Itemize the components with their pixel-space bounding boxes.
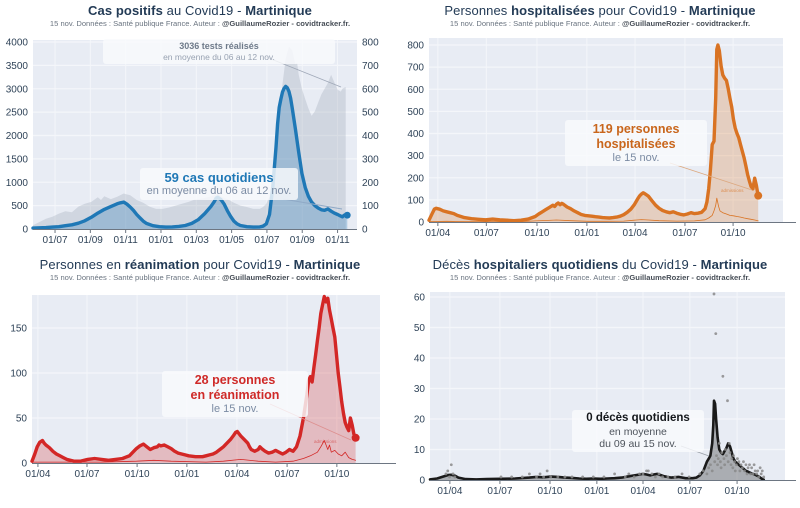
hospitalisations-plot: 01/04 01/07 01/10 01/01 01/04 01/07 01/10 0 100 2…	[407, 38, 796, 239]
svg-text:01/04: 01/04	[224, 469, 249, 480]
svg-text:500: 500	[362, 108, 379, 119]
svg-text:700: 700	[407, 63, 424, 74]
svg-text:700: 700	[362, 61, 379, 72]
svg-text:0: 0	[362, 225, 368, 236]
svg-text:2500: 2500	[6, 108, 29, 119]
svg-text:01/04: 01/04	[25, 469, 50, 480]
panel-cas-positifs: Cas positifs au Covid19 - Martinique 15 …	[0, 0, 400, 254]
svg-text:01/10: 01/10	[324, 469, 349, 480]
svg-text:100: 100	[10, 369, 27, 380]
svg-text:01/04: 01/04	[623, 228, 648, 239]
svg-text:01/04: 01/04	[425, 228, 450, 239]
reanimation-plot: 01/04 01/07 01/10 01/01 01/04 01/07 01/10 0 50 10…	[10, 294, 396, 480]
deces-plot: 01/04 01/07 01/10 01/01 01/04 01/07 01/10 0 10 20…	[414, 292, 796, 497]
svg-text:800: 800	[362, 38, 379, 49]
svg-text:01/01: 01/01	[148, 235, 173, 246]
svg-text:0: 0	[418, 218, 424, 229]
svg-text:1500: 1500	[6, 154, 29, 165]
svg-text:600: 600	[407, 85, 424, 96]
svg-text:400: 400	[362, 131, 379, 142]
svg-text:400: 400	[407, 129, 424, 140]
svg-text:2000: 2000	[6, 131, 29, 142]
svg-text:01/07: 01/07	[275, 469, 300, 480]
svg-text:500: 500	[11, 201, 28, 212]
svg-text:60: 60	[414, 293, 426, 304]
svg-text:01/01: 01/01	[174, 469, 199, 480]
svg-text:50: 50	[414, 323, 426, 334]
svg-text:3500: 3500	[6, 61, 29, 72]
svg-text:500: 500	[407, 107, 424, 118]
svg-text:100: 100	[407, 195, 424, 206]
svg-text:100: 100	[362, 201, 379, 212]
svg-text:01/09: 01/09	[78, 235, 103, 246]
svg-text:300: 300	[407, 151, 424, 162]
svg-text:01/10: 01/10	[125, 469, 150, 480]
svg-text:50: 50	[16, 414, 28, 425]
svg-text:200: 200	[362, 178, 379, 189]
svg-text:01/10: 01/10	[524, 228, 549, 239]
panel-reanimation: Personnes en réanimation pour Covid19 - …	[0, 254, 400, 508]
panel-hospitalisations: Personnes hospitalisées pour Covid19 - M…	[400, 0, 800, 254]
svg-text:300: 300	[362, 154, 379, 165]
svg-text:150: 150	[10, 324, 27, 335]
svg-text:0: 0	[419, 476, 425, 487]
svg-text:01/07: 01/07	[43, 235, 68, 246]
svg-text:01/11: 01/11	[325, 235, 350, 246]
cases-plot: 01/07 01/09 01/11 01/01 01/03 01/05 01/07 01/09…	[6, 38, 379, 247]
svg-text:01/09: 01/09	[290, 235, 315, 246]
svg-text:01/01: 01/01	[574, 228, 599, 239]
svg-text:600: 600	[362, 84, 379, 95]
svg-text:01/07: 01/07	[487, 486, 512, 497]
svg-text:800: 800	[407, 41, 424, 52]
svg-text:01/10: 01/10	[537, 486, 562, 497]
svg-text:01/03: 01/03	[184, 235, 209, 246]
svg-text:01/10: 01/10	[721, 228, 746, 239]
svg-text:01/07: 01/07	[74, 469, 99, 480]
svg-text:10: 10	[414, 445, 426, 456]
svg-text:30: 30	[414, 384, 426, 395]
svg-text:0: 0	[21, 459, 27, 470]
svg-text:01/05: 01/05	[219, 235, 244, 246]
svg-text:200: 200	[407, 173, 424, 184]
svg-text:0: 0	[22, 225, 28, 236]
panel-deces: Décès hospitaliers quotidiens du Covid19…	[400, 254, 800, 508]
svg-text:01/10: 01/10	[725, 486, 750, 497]
svg-text:01/01: 01/01	[584, 486, 609, 497]
svg-text:01/07: 01/07	[672, 228, 697, 239]
svg-text:1000: 1000	[6, 178, 29, 189]
svg-text:01/07: 01/07	[254, 235, 279, 246]
svg-text:01/07: 01/07	[474, 228, 499, 239]
svg-text:01/04: 01/04	[630, 486, 655, 497]
svg-text:20: 20	[414, 415, 426, 426]
svg-text:40: 40	[414, 354, 426, 365]
svg-text:3000: 3000	[6, 84, 29, 95]
svg-text:01/04: 01/04	[437, 486, 462, 497]
svg-text:01/07: 01/07	[677, 486, 702, 497]
svg-text:4000: 4000	[6, 38, 29, 49]
svg-text:01/11: 01/11	[114, 235, 139, 246]
